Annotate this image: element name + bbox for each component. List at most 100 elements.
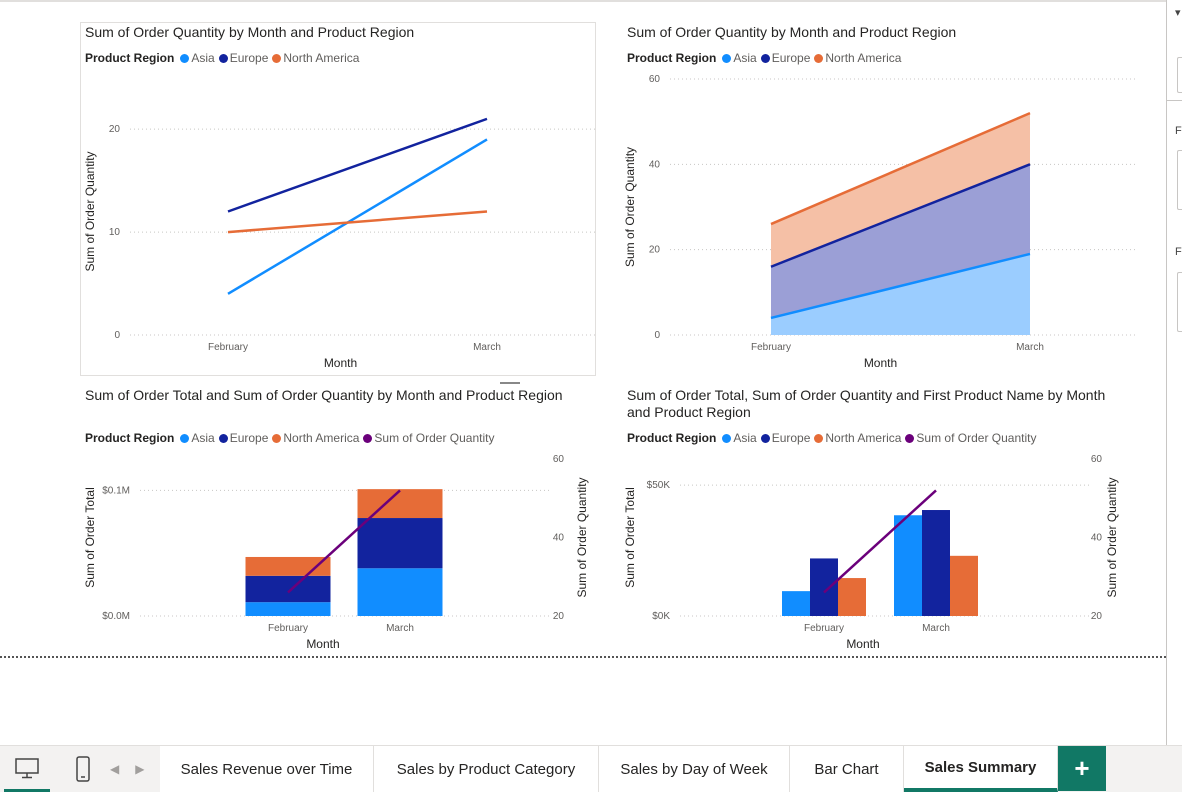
bar-north-america-february — [838, 578, 866, 616]
area-north-america — [771, 113, 1030, 267]
series-line-europe — [227, 117, 488, 213]
y-axis-title: Sum of Order Quantity — [623, 147, 637, 267]
legend-item-europe[interactable]: Europe — [218, 51, 269, 65]
legend-item-asia[interactable]: Asia — [180, 51, 215, 65]
legend-dot-icon — [272, 53, 282, 63]
y-axis-title: Sum of Order Total — [623, 487, 637, 588]
x-tick-label: February — [268, 623, 308, 634]
legend-label: Europe — [229, 51, 269, 65]
y2-axis-title: Sum of Order Quantity — [1105, 477, 1119, 597]
legend-item-north-america[interactable]: North America — [814, 51, 901, 65]
clustered-column-line-plot[interactable]: $0K $50K Sum of Order Total Month 20 40 60 Sum … — [620, 450, 1140, 655]
pane-search-box[interactable] — [1177, 57, 1182, 93]
y-tick-label: 0 — [654, 330, 660, 341]
mobile-view-button[interactable] — [60, 746, 106, 792]
tab-sales-revenue-over-time[interactable]: Sales Revenue over Time — [160, 746, 374, 792]
chevron-left-icon[interactable]: ◀ — [110, 762, 120, 776]
visual-title: Sum of Order Quantity by Month and Produ… — [85, 24, 415, 40]
legend-dot-icon — [180, 433, 190, 443]
bar-europe-february — [245, 575, 331, 603]
page-tab-bar: ◀ ▶ Sales Revenue over Time Sales by Prod… — [0, 745, 1182, 792]
legend-label: North America — [283, 431, 360, 445]
y-tick-label: 20 — [649, 245, 661, 256]
y-tick-label: $0.1M — [102, 485, 130, 496]
x-tick-label: February — [751, 342, 791, 353]
bar-europe-march — [922, 510, 950, 616]
legend-item-north-america[interactable]: North America — [814, 431, 901, 445]
legend-dot-icon — [363, 433, 373, 443]
legend-item-quantity[interactable]: Sum of Order Quantity — [363, 431, 494, 445]
bar-north-america-march — [950, 555, 978, 616]
series-line-sum-of-order-quantity — [823, 489, 937, 594]
legend-dot-icon — [905, 433, 915, 443]
x-tick-label: March — [1016, 342, 1044, 353]
legend-item-north-america[interactable]: North America — [272, 51, 359, 65]
pane-filter-card-1[interactable] — [1177, 150, 1182, 210]
legend-dot-icon — [180, 53, 190, 63]
add-page-button[interactable]: + — [1058, 746, 1106, 791]
y-axis-title: Sum of Order Total — [83, 487, 97, 588]
legend-item-europe[interactable]: Europe — [760, 431, 811, 445]
y2-axis-title: Sum of Order Quantity — [575, 477, 589, 597]
legend-item-quantity[interactable]: Sum of Order Quantity — [905, 431, 1036, 445]
tab-sales-by-day-of-week[interactable]: Sales by Day of Week — [599, 746, 790, 792]
y-tick-label: 40 — [649, 159, 661, 170]
legend-item-asia[interactable]: Asia — [722, 51, 757, 65]
area-europe — [771, 164, 1030, 318]
stacked-column-line-plot[interactable]: $0.0M $0.1M Sum of Order Total Month 20 40 60 S… — [80, 450, 600, 655]
y2-tick-label: 40 — [1091, 533, 1103, 544]
visual-title: Sum of Order Total and Sum of Order Quan… — [85, 387, 563, 403]
tab-bar-chart[interactable]: Bar Chart — [790, 746, 904, 792]
legend-item-europe[interactable]: Europe — [218, 431, 268, 445]
legend-title: Product Region — [627, 51, 717, 65]
legend-dot-icon — [722, 433, 732, 443]
tab-sales-by-product-category[interactable]: Sales by Product Category — [374, 746, 599, 792]
filters-pane-edge[interactable] — [1166, 0, 1182, 745]
line-chart-plot[interactable]: 0 10 20 Sum of Order Quantity Month February M… — [80, 70, 600, 375]
legend-item-europe[interactable]: Europe — [760, 51, 810, 65]
y-tick-label: 60 — [649, 74, 661, 85]
chevron-right-icon[interactable]: ▶ — [135, 762, 145, 776]
legend-label: North America — [825, 51, 902, 65]
x-axis-title: Month — [846, 637, 879, 651]
series-line-north-america — [770, 111, 1031, 226]
resize-handle[interactable] — [500, 382, 520, 384]
legend-label: Asia — [191, 51, 215, 65]
bar-north-america-march — [357, 489, 443, 519]
legend-label: Sum of Order Quantity — [374, 431, 495, 445]
legend-label: Asia — [191, 431, 215, 445]
area-chart-plot[interactable]: 0 20 40 60 Sum of Order Quantity Month Februar… — [620, 70, 1140, 375]
legend-dot-icon — [722, 53, 732, 63]
legend-label: North America — [283, 51, 360, 65]
area-asia — [771, 253, 1030, 335]
chart-legend: Product Region Asia Europe North America… — [627, 431, 1040, 445]
legend-dot-icon — [814, 53, 824, 63]
bar-asia-march — [894, 515, 922, 616]
y2-tick-label: 20 — [553, 611, 565, 622]
legend-item-asia[interactable]: Asia — [722, 431, 757, 445]
legend-label: Asia — [733, 431, 757, 445]
bar-asia-february — [245, 602, 331, 616]
legend-dot-icon — [814, 433, 824, 443]
legend-item-north-america[interactable]: North America — [272, 431, 359, 445]
y2-tick-label: 40 — [553, 533, 565, 544]
bar-europe-february — [810, 558, 838, 616]
series-line-asia — [770, 252, 1031, 320]
chart-legend: Product Region Asia Europe North America — [627, 51, 905, 65]
pane-field-marker: F — [1175, 125, 1182, 137]
chart-legend: Product Region Asia Europe North America… — [85, 431, 498, 445]
bar-asia-february — [782, 591, 810, 616]
x-tick-label: February — [804, 623, 844, 634]
x-axis-title: Month — [324, 356, 357, 370]
pane-filter-card-2[interactable] — [1177, 272, 1182, 332]
legend-item-asia[interactable]: Asia — [180, 431, 215, 445]
line-chart-visual[interactable] — [80, 22, 596, 376]
legend-label: Sum of Order Quantity — [916, 431, 1037, 445]
legend-label: Europe — [771, 431, 811, 445]
series-line-north-america — [227, 210, 488, 234]
tab-sales-summary[interactable]: Sales Summary — [904, 746, 1058, 792]
desktop-view-button[interactable] — [4, 746, 50, 792]
y-axis-title: Sum of Order Quantity — [83, 151, 97, 271]
monitor-icon — [15, 757, 39, 778]
pane-field-marker-2: F — [1175, 246, 1182, 258]
